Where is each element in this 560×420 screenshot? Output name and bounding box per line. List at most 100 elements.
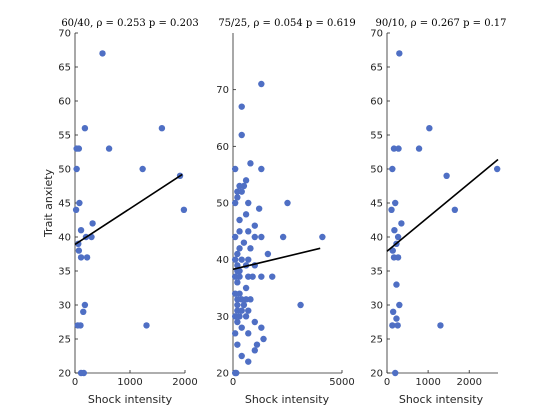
data-point	[260, 335, 267, 343]
data-point	[242, 284, 250, 292]
y-tick-label: 30	[370, 301, 383, 312]
y-tick-label: 40	[216, 255, 229, 266]
data-point	[77, 227, 85, 234]
data-point	[389, 247, 396, 254]
y-tick-label: 60	[58, 97, 71, 108]
data-point	[255, 205, 263, 212]
data-point	[242, 211, 250, 218]
data-point	[89, 220, 96, 227]
data-point	[396, 301, 403, 309]
data-point	[238, 352, 245, 360]
y-axis-label: Trait anxiety	[42, 168, 55, 238]
data-point	[81, 125, 89, 132]
subplot-60-40: 60/40, ρ = 0.253 p = 0.203 Shock intensi…	[42, 18, 199, 406]
y-tick-label: 20	[370, 369, 383, 380]
data-point	[319, 233, 326, 241]
data-point	[105, 145, 113, 152]
data-point	[264, 250, 272, 258]
data-point	[392, 199, 399, 207]
data-point	[236, 245, 243, 252]
y-tick-label: 60	[370, 97, 383, 108]
data-point	[236, 216, 243, 224]
x-axis-label: Shock intensity	[245, 393, 330, 406]
subplot-title: 60/40, ρ = 0.253 p = 0.203	[61, 18, 198, 29]
subplot-75-25: 75/25, ρ = 0.054 p = 0.619 Shock intensi…	[216, 18, 355, 406]
data-point	[251, 347, 258, 354]
data-point	[258, 233, 265, 241]
data-point	[247, 296, 254, 303]
y-tick-label: 55	[370, 131, 383, 142]
subplot-90-10: 90/10, ρ = 0.267 p = 0.17 Shock intensit…	[370, 18, 506, 406]
data-point	[451, 206, 459, 213]
data-point	[443, 172, 450, 179]
data-point	[394, 233, 402, 241]
data-point	[247, 245, 254, 252]
x-tick-label: 0	[72, 377, 78, 388]
data-point	[393, 315, 400, 322]
data-point	[83, 254, 91, 261]
data-point	[236, 273, 243, 280]
data-point	[394, 322, 401, 329]
y-tick-label: 25	[370, 335, 383, 346]
data-point	[75, 247, 83, 254]
data-point	[258, 273, 265, 280]
data-point	[258, 324, 265, 331]
y-tick-label: 50	[216, 199, 229, 210]
data-point	[80, 369, 88, 377]
y-tick-label: 35	[370, 267, 383, 278]
data-point	[284, 199, 291, 207]
y-tick-label: 40	[58, 233, 71, 244]
y-tick-label: 45	[370, 199, 383, 210]
data-point	[389, 165, 396, 173]
data-point	[234, 250, 241, 258]
data-point	[238, 188, 245, 195]
data-point	[139, 165, 146, 173]
data-point	[245, 256, 252, 263]
data-point	[390, 145, 398, 152]
data-point	[251, 222, 258, 229]
data-point	[80, 308, 87, 315]
data-point	[258, 80, 265, 88]
y-tick-label: 70	[58, 29, 71, 40]
data-point	[158, 125, 166, 132]
y-tick-label: 45	[58, 199, 71, 210]
y-tick-label: 30	[216, 312, 229, 323]
x-tick-label: 0	[384, 377, 390, 388]
y-tick-label: 20	[58, 369, 71, 380]
data-point	[231, 165, 239, 173]
data-point	[245, 330, 252, 337]
data-point	[99, 50, 106, 57]
data-point	[242, 313, 250, 320]
data-point	[238, 324, 245, 331]
data-point	[240, 239, 248, 246]
data-point	[77, 254, 85, 261]
data-point	[391, 227, 398, 234]
subplot-title: 90/10, ρ = 0.267 p = 0.17	[375, 18, 506, 29]
data-point	[240, 182, 248, 190]
data-point	[238, 103, 245, 110]
data-point	[231, 256, 239, 263]
data-point	[236, 290, 243, 297]
data-point	[297, 301, 304, 309]
y-tick-label: 55	[58, 131, 71, 142]
data-point	[231, 330, 239, 337]
data-point	[258, 165, 265, 173]
data-point	[77, 322, 84, 329]
y-tick-label: 30	[58, 301, 71, 312]
x-tick-label: 2000	[456, 377, 481, 388]
y-tick-label: 50	[58, 165, 71, 176]
data-point	[234, 318, 241, 326]
data-point	[75, 145, 83, 152]
data-point	[396, 50, 403, 57]
data-point	[233, 369, 240, 377]
x-tick-label: 1000	[415, 377, 440, 388]
data-point	[245, 228, 252, 235]
data-point	[180, 206, 188, 213]
data-point	[245, 199, 252, 207]
data-point	[240, 301, 248, 309]
fit-line	[232, 247, 321, 271]
data-point	[389, 308, 397, 315]
data-point	[72, 206, 80, 213]
fit-line	[74, 173, 183, 246]
